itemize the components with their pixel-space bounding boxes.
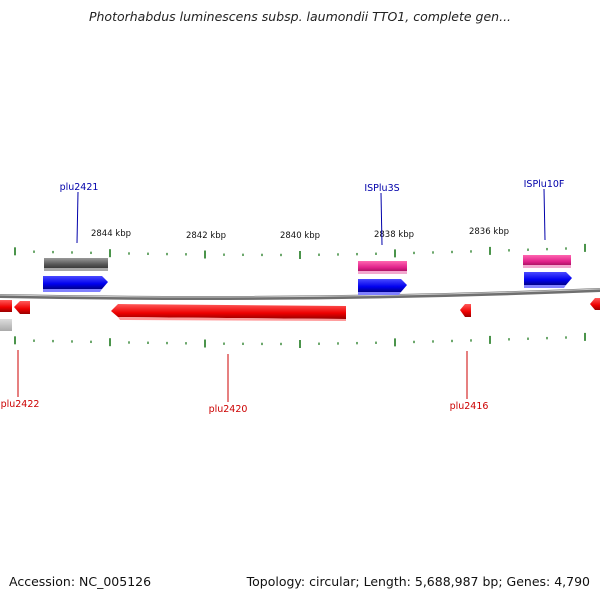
gene-partial-left-arrow[interactable] <box>0 300 12 331</box>
scale-label-2838: 2838 kbp <box>374 230 414 240</box>
gene-partial-right-arrow[interactable] <box>590 298 600 310</box>
gene-isplu10f-upper-feature[interactable] <box>523 255 571 268</box>
scale-label-2844: 2844 kbp <box>91 229 131 239</box>
gene-label-isplu3s[interactable]: ISPlu3S <box>364 183 399 194</box>
leader-line-isplu10f <box>543 188 546 241</box>
scale-label-2840: 2840 kbp <box>280 231 320 241</box>
gene-label-plu2421[interactable]: plu2421 <box>60 182 99 193</box>
gene-isplu3s-upper-feature[interactable] <box>358 261 407 274</box>
gene-plu2420-arrow[interactable] <box>111 304 346 321</box>
leader-line-isplu3s <box>380 192 383 246</box>
genome-backbone <box>0 288 600 300</box>
genome-title: Photorhabdus luminescens subsp. laumondi… <box>88 9 512 24</box>
scale-label-2836: 2836 kbp <box>469 227 509 237</box>
gene-label-plu2420[interactable]: plu2420 <box>209 404 248 415</box>
scale-ticks-top <box>14 243 586 259</box>
gene-isplu3s-arrow[interactable] <box>358 279 407 295</box>
genome-summary-text: Topology: circular; Length: 5,688,987 bp… <box>246 574 590 589</box>
gene-plu2416-arrow[interactable] <box>460 304 471 317</box>
gene-label-plu2422[interactable]: plu2422 <box>1 399 40 410</box>
scale-label-2842: 2842 kbp <box>186 231 226 241</box>
genome-backbone-highlight <box>0 288 600 298</box>
gene-plu2422-arrow[interactable] <box>14 301 30 314</box>
gene-plu2421-arrow[interactable] <box>43 276 108 292</box>
gene-label-plu2416[interactable]: plu2416 <box>450 401 489 412</box>
gene-label-isplu10f[interactable]: ISPlu10F <box>524 179 565 190</box>
leader-line-plu2421 <box>76 191 79 244</box>
accession-text: Accession: NC_005126 <box>9 574 152 589</box>
scale-ticks-bottom <box>14 332 586 348</box>
gene-plu2421-upper-feature[interactable] <box>44 258 108 271</box>
gene-isplu10f-arrow[interactable] <box>524 272 572 288</box>
